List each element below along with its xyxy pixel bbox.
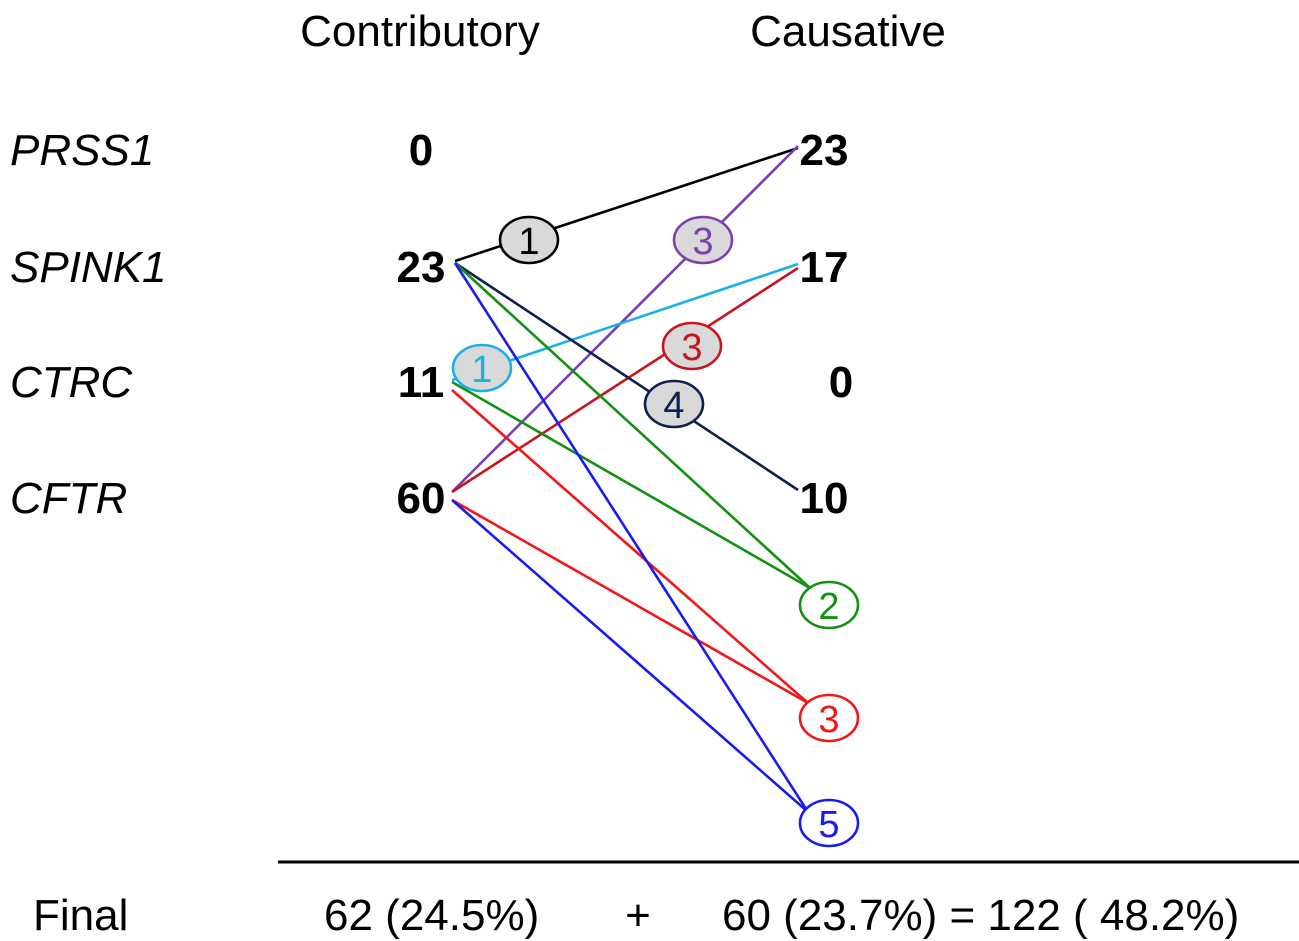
badge-label: 1 [518, 221, 539, 263]
badge-label: 3 [692, 221, 713, 263]
combination-badge-three: 3 [798, 693, 860, 743]
combination-badge-two: 2 [798, 580, 860, 630]
badge-label: 3 [818, 699, 839, 741]
footer-label: Final [33, 891, 128, 940]
footer-contributory-total: 62 (24.5%) [324, 891, 539, 940]
footer-causative-total: 60 (23.7%) = 122 ( 48.2%) [722, 891, 1239, 940]
link-badge-ctrc-spink1: 1 [451, 343, 513, 393]
badge-ellipse [498, 215, 560, 265]
contributory-count-spink1: 23 [397, 243, 446, 292]
gene-label-spink1: SPINK1 [10, 243, 167, 292]
link-cftr-prss1 [451, 145, 799, 493]
link-badge-spink1-cftr: 4 [643, 379, 705, 429]
link-ctrc-two [451, 380, 811, 590]
badge-ellipse [798, 580, 860, 630]
badge-ellipse [451, 343, 513, 393]
badge-ellipse [661, 321, 723, 371]
badge-ellipse [672, 215, 734, 265]
badge-ellipse [643, 379, 705, 429]
link-spink1-cftr [454, 261, 799, 492]
link-badge-cftr-spink1: 3 [661, 321, 723, 371]
link-spink1-five [453, 262, 810, 813]
link-spink1-two [454, 262, 811, 589]
contributory-count-cftr: 60 [397, 474, 446, 523]
link-ctrc-three [451, 389, 809, 704]
badge-ellipse [798, 693, 860, 743]
contributory-count-prss1: 0 [409, 126, 433, 175]
badge-label: 5 [818, 804, 839, 846]
link-badge-spink1-prss1: 1 [498, 215, 560, 265]
badge-ellipse [798, 798, 860, 848]
link-cftr-spink1 [451, 266, 799, 494]
badge-label: 2 [818, 586, 839, 628]
badge-label: 3 [681, 327, 702, 369]
link-badge-cftr-prss1: 3 [672, 215, 734, 265]
footer-plus: + [625, 891, 651, 940]
link-cftr-three [451, 498, 809, 705]
gene-label-cftr: CFTR [10, 474, 127, 523]
header-contributory: Contributory [300, 7, 540, 56]
causative-count-prss1: 23 [800, 126, 849, 175]
combination-badge-five: 5 [798, 798, 860, 848]
causative-count-ctrc: 0 [829, 358, 853, 407]
contributory-count-ctrc: 11 [398, 358, 445, 407]
link-cftr-five [451, 499, 809, 813]
causative-count-cftr: 10 [800, 474, 849, 523]
gene-label-ctrc: CTRC [10, 358, 133, 407]
gene-label-prss1: PRSS1 [10, 126, 154, 175]
causative-count-spink1: 17 [800, 243, 849, 292]
badge-label: 1 [471, 349, 492, 391]
header-causative: Causative [750, 7, 946, 56]
badge-label: 4 [663, 385, 684, 427]
